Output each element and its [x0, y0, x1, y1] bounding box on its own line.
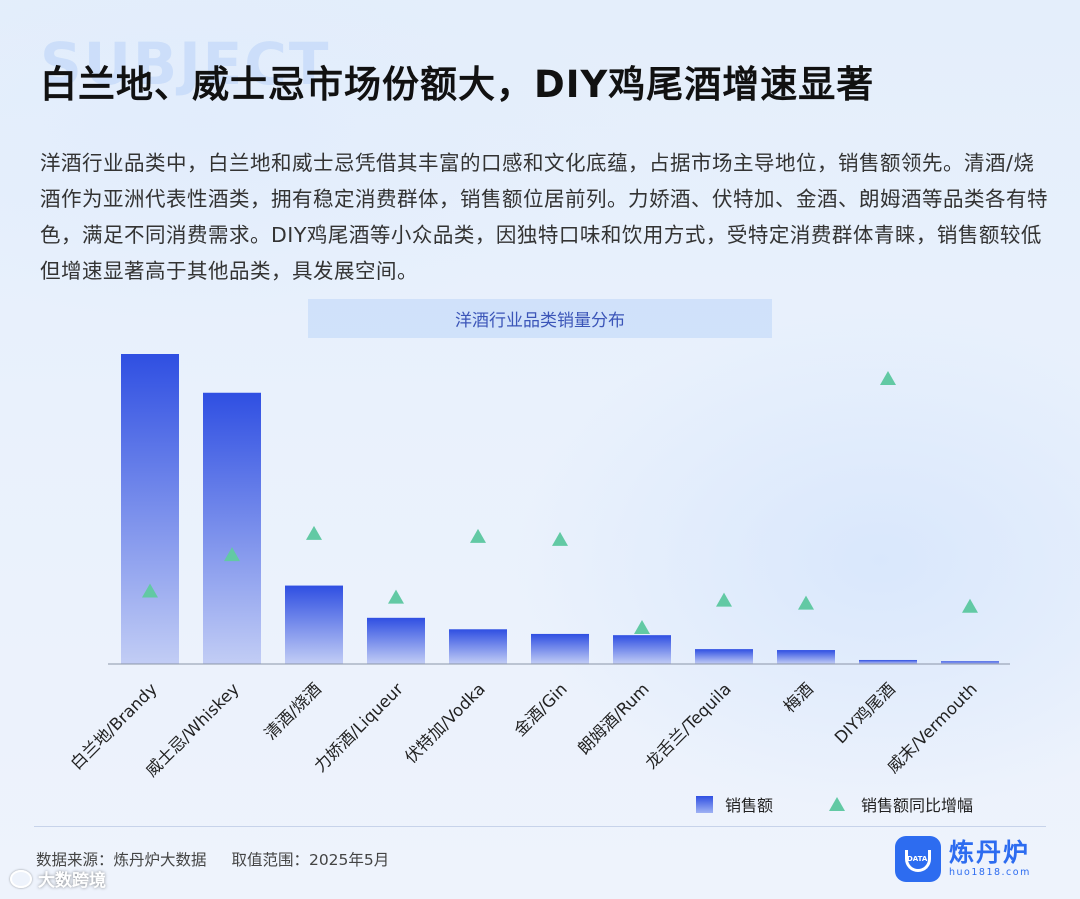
description-paragraph: 洋酒行业品类中，白兰地和威士忌凭借其丰富的口感和文化底蕴，占据市场主导地位，销售… — [40, 151, 1048, 283]
legend-item-growth: 销售额同比增幅 — [829, 792, 973, 816]
bar-1 — [203, 392, 261, 664]
data-range-text: 取值范围：2025年5月 — [231, 851, 390, 869]
x-tick-label-7: 龙舌兰/Tequila — [642, 679, 735, 772]
legend-triangle-icon — [829, 797, 846, 811]
growth-marker-4 — [470, 528, 486, 543]
legend-marker-label: 销售额同比增幅 — [861, 796, 974, 815]
x-tick-label-4: 伏特加/Vodka — [401, 679, 489, 767]
chart-title: 洋酒行业品类销量分布 — [308, 299, 772, 338]
bar-10 — [941, 661, 999, 664]
bar-6 — [613, 635, 671, 664]
brand-ring-icon — [10, 869, 32, 888]
growth-marker-6 — [634, 619, 650, 634]
bar-2 — [285, 585, 343, 664]
legend-item-sales: 销售额 — [696, 792, 773, 816]
x-tick-label-10: 威末/Vermouth — [883, 679, 980, 776]
logo-icon-text: DATA — [907, 855, 928, 863]
x-tick-label-8: 梅酒 — [780, 679, 817, 716]
logo-cup-icon: DATA — [895, 836, 941, 882]
x-tick-label-0: 白兰地/Brandy — [67, 679, 161, 773]
x-tick-label-6: 朗姆酒/Rum — [574, 679, 653, 758]
bar-0 — [121, 354, 179, 664]
logo-url: huo1818.com — [949, 867, 1031, 878]
x-tick-label-3: 力娇酒/Liqueur — [311, 679, 407, 775]
bar-3 — [367, 617, 425, 664]
x-tick-label-9: DIY鸡尾酒 — [831, 679, 899, 747]
x-tick-label-2: 清酒/烧酒 — [261, 679, 325, 743]
legend-bar-label: 销售额 — [725, 796, 774, 815]
growth-marker-3 — [388, 589, 404, 604]
page-title: 白兰地、威士忌市场份额大，DIY鸡尾酒增速显著 — [40, 63, 875, 106]
growth-marker-7 — [716, 592, 732, 607]
growth-marker-5 — [552, 531, 568, 546]
legend-bar-swatch — [696, 795, 713, 813]
footer-divider — [34, 826, 1046, 827]
bar-7 — [695, 649, 753, 664]
corner-brand: 大数跨境 — [10, 866, 106, 891]
logo-name: 炼丹炉 — [949, 838, 1031, 867]
growth-marker-2 — [306, 525, 322, 540]
growth-marker-9 — [880, 371, 896, 385]
bar-9 — [859, 659, 917, 664]
corner-brand-text: 大数跨境 — [38, 871, 106, 891]
x-tick-label-5: 金酒/Gin — [510, 679, 570, 739]
growth-marker-0 — [142, 583, 158, 598]
growth-marker-10 — [962, 598, 978, 613]
data-source-text: 数据来源：炼丹炉大数据 — [36, 851, 207, 869]
growth-marker-8 — [798, 595, 814, 610]
logo[interactable]: DATA 炼丹炉 huo1818.com — [895, 836, 1031, 882]
growth-marker-1 — [224, 547, 240, 562]
footer-source: 数据来源：炼丹炉大数据 取值范围：2025年5月 — [36, 848, 409, 870]
bar-8 — [777, 650, 835, 664]
bar-4 — [449, 629, 507, 664]
chart-legend: 销售额 销售额同比增幅 — [696, 792, 1029, 816]
bar-5 — [531, 633, 589, 664]
watermark-text: SUBJECT — [40, 30, 331, 98]
